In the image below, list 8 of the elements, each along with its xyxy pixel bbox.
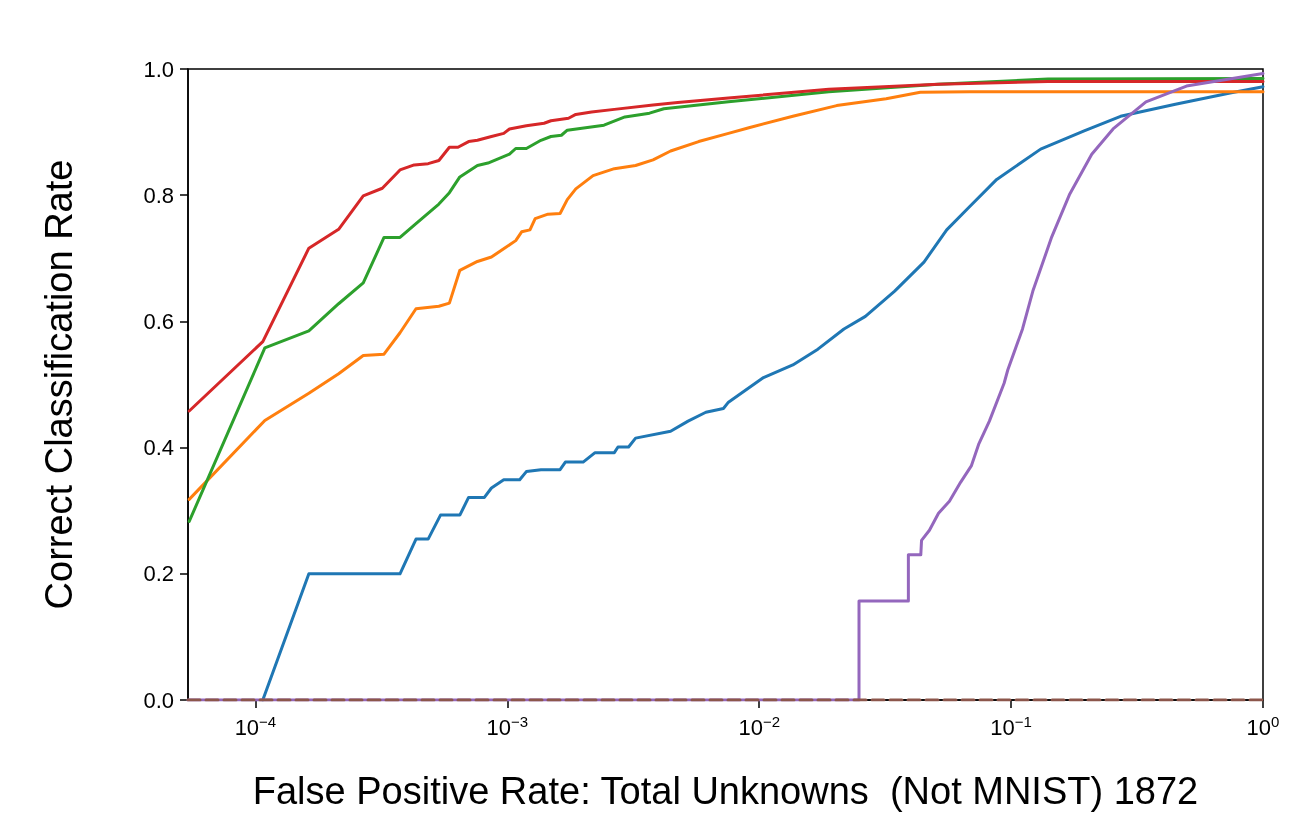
y-tick-label: 0.0 [143,687,174,713]
y-tick-label: 0.2 [143,561,174,587]
y-tick-label: 1.0 [143,56,174,82]
y-tick-label: 0.6 [143,308,174,334]
y-tick-label: 0.4 [143,435,174,461]
y-tick-label: 0.8 [143,182,174,208]
x-axis-title: False Positive Rate: Total Unknowns (Not MNIST) 1872 [252,770,1199,812]
y-axis-title: Correct Classification Rate [38,159,80,610]
